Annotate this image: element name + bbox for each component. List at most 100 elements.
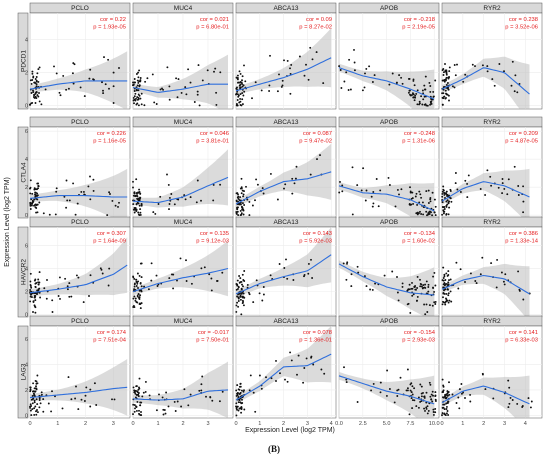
- y-axis-title: Expression Level (log2 TPM): [4, 177, 11, 267]
- data-point: [481, 256, 484, 259]
- data-point: [443, 413, 446, 416]
- data-point: [37, 185, 40, 188]
- data-point: [356, 265, 359, 268]
- data-point: [242, 94, 245, 97]
- data-point: [315, 51, 318, 54]
- data-point: [522, 185, 525, 188]
- data-point: [59, 297, 61, 300]
- data-point: [55, 187, 58, 190]
- data-point: [140, 411, 142, 413]
- data-point: [208, 273, 211, 276]
- data-point: [481, 64, 484, 67]
- data-point: [59, 94, 62, 97]
- data-point: [215, 103, 218, 106]
- data-point: [184, 86, 187, 89]
- data-point: [365, 67, 368, 70]
- data-point: [50, 410, 53, 413]
- data-point: [239, 401, 242, 404]
- data-point: [30, 296, 33, 299]
- data-point: [451, 393, 454, 396]
- data-point: [62, 74, 65, 77]
- data-point: [89, 274, 92, 277]
- data-point: [236, 86, 238, 89]
- data-point: [29, 289, 32, 291]
- data-point: [31, 395, 34, 397]
- data-point: [514, 74, 517, 77]
- x-tick-label: 2.5: [359, 421, 367, 427]
- data-point: [210, 277, 213, 280]
- data-point: [430, 398, 433, 401]
- data-point: [442, 266, 445, 269]
- data-point: [396, 188, 399, 191]
- data-point: [261, 299, 264, 302]
- data-point: [35, 90, 38, 93]
- loess-fit-line: [235, 171, 332, 205]
- column-label-ryr2: RYR2: [483, 318, 501, 325]
- data-point: [51, 390, 53, 393]
- data-point: [241, 98, 244, 101]
- data-point: [462, 391, 465, 394]
- data-point: [406, 289, 409, 292]
- p-value: p = 3.81e-01: [196, 139, 229, 145]
- data-point: [168, 203, 171, 205]
- data-point: [159, 195, 162, 198]
- data-point: [432, 394, 434, 397]
- data-point: [242, 213, 245, 216]
- data-point: [247, 291, 250, 294]
- data-point: [241, 202, 244, 205]
- data-point: [413, 84, 416, 87]
- data-point: [529, 406, 532, 409]
- data-point: [270, 377, 273, 380]
- data-point: [349, 88, 352, 91]
- data-point: [398, 74, 401, 77]
- data-point: [419, 193, 422, 196]
- data-point: [433, 271, 436, 274]
- data-point: [33, 81, 36, 84]
- data-point: [39, 296, 42, 299]
- data-point: [406, 368, 409, 371]
- data-point: [391, 72, 394, 75]
- data-point: [151, 73, 154, 76]
- data-point: [33, 387, 36, 390]
- data-point: [37, 278, 40, 281]
- data-point: [447, 88, 450, 91]
- data-point: [442, 189, 445, 192]
- data-point: [434, 284, 437, 287]
- p-value: p = 3.52e-06: [505, 25, 538, 31]
- data-point: [427, 409, 430, 412]
- data-point: [248, 214, 251, 217]
- data-point: [429, 383, 432, 386]
- data-point: [77, 276, 80, 279]
- data-point: [424, 75, 427, 78]
- data-point: [185, 93, 188, 96]
- data-point: [408, 203, 411, 205]
- data-point: [401, 82, 404, 85]
- data-point: [434, 400, 437, 402]
- data-point: [295, 165, 298, 168]
- data-point: [139, 80, 142, 83]
- data-point: [252, 391, 255, 394]
- data-point: [64, 277, 67, 280]
- data-point: [243, 408, 246, 411]
- data-point: [429, 395, 432, 398]
- data-point: [507, 379, 510, 382]
- data-point: [445, 397, 448, 400]
- data-point: [200, 389, 203, 392]
- data-point: [421, 89, 424, 92]
- loess-fit-line: [235, 57, 332, 92]
- data-point: [434, 79, 437, 82]
- data-point: [241, 398, 243, 401]
- data-point: [140, 204, 143, 207]
- data-point: [174, 410, 177, 412]
- data-point: [430, 100, 433, 103]
- data-point: [416, 275, 419, 278]
- data-point: [285, 258, 287, 261]
- data-point: [442, 185, 445, 188]
- data-point: [133, 102, 135, 105]
- data-point: [42, 410, 45, 413]
- data-point: [425, 406, 428, 409]
- data-point: [235, 103, 238, 105]
- data-point: [365, 285, 368, 288]
- data-point: [237, 305, 240, 308]
- data-point: [136, 201, 139, 204]
